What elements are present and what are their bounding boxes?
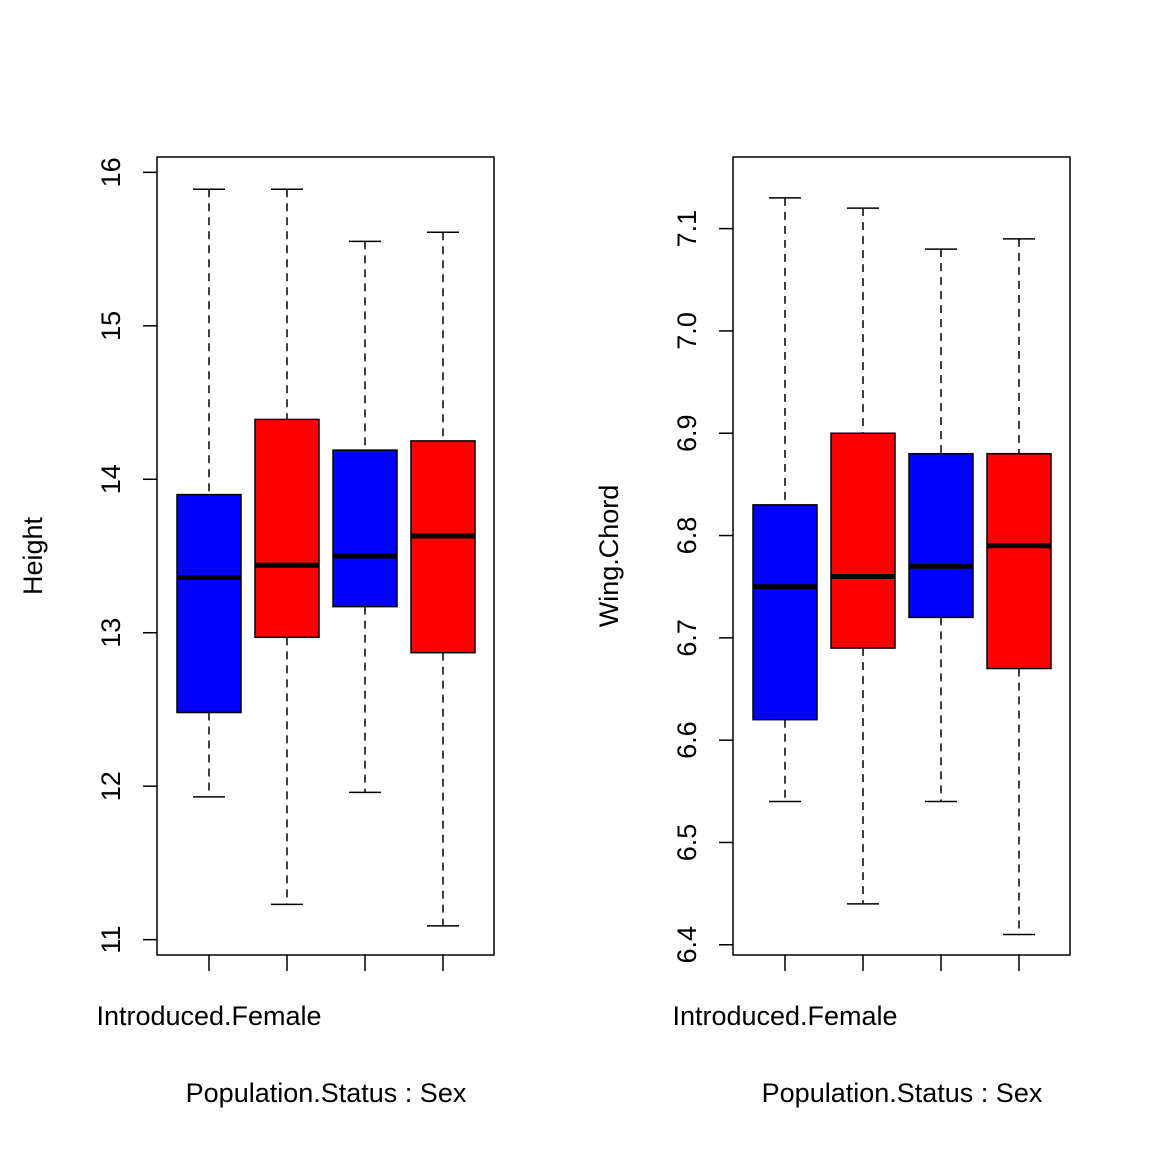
- y-tick-label: 7.0: [672, 312, 702, 350]
- box-1: [752, 197, 818, 803]
- y-tick-label: 12: [96, 771, 126, 801]
- box-4: [410, 231, 476, 927]
- y-axis-title: Height: [18, 516, 48, 595]
- x-category-label: Introduced.Female: [96, 1001, 321, 1031]
- y-tick-label: 13: [96, 618, 126, 648]
- box-3: [332, 240, 398, 794]
- box-iqr: [986, 452, 1052, 670]
- y-tick-label: 6.6: [672, 721, 702, 759]
- box-iqr: [410, 440, 476, 654]
- plot-frame: [732, 156, 1071, 956]
- chart-panel-2: 6.4 6.5 6.6 6.7 6.8 6.9 7.0 7.1 Wing.Chord Introd…: [594, 156, 1071, 1108]
- box-iqr: [830, 432, 896, 649]
- y-tick-label: 6.8: [672, 517, 702, 555]
- x-axis: Introduced.Female: [672, 955, 1020, 1031]
- y-tick-label: 6.9: [672, 414, 702, 452]
- y-tick-label: 6.5: [672, 824, 702, 862]
- y-tick-label: 11: [96, 926, 126, 954]
- chart-panel-1: 11 12 13 14 15 16 Height Introduced.Female Popul…: [18, 156, 495, 1108]
- x-axis: Introduced.Female: [96, 955, 444, 1031]
- y-tick-label: 14: [96, 464, 126, 494]
- y-tick-label: 15: [96, 311, 126, 341]
- y-tick-label: 16: [96, 157, 126, 187]
- box-3: [908, 248, 974, 803]
- plot-frame: [156, 156, 495, 956]
- x-axis-title: Population.Status : Sex: [762, 1078, 1043, 1108]
- box-1: [176, 188, 242, 798]
- box-iqr: [332, 449, 398, 608]
- y-axis: 6.4 6.5 6.6 6.7 6.8 6.9 7.0 7.1: [672, 210, 733, 964]
- y-axis: 11 12 13 14 15 16: [96, 157, 157, 954]
- box-iqr: [254, 418, 320, 639]
- y-axis-title: Wing.Chord: [594, 485, 624, 628]
- y-tick-label: 6.7: [672, 619, 702, 657]
- box-iqr: [176, 493, 242, 714]
- y-tick-label: 6.4: [672, 926, 702, 964]
- x-axis-title: Population.Status : Sex: [186, 1078, 467, 1108]
- box-2: [254, 188, 320, 906]
- panels: 11 12 13 14 15 16 Height Introduced.Female Popul…: [18, 156, 1071, 1108]
- box-4: [986, 238, 1052, 936]
- x-category-label: Introduced.Female: [672, 1001, 897, 1031]
- y-tick-label: 7.1: [672, 210, 702, 248]
- box-iqr: [752, 504, 818, 721]
- box-2: [830, 207, 896, 905]
- box-iqr: [908, 452, 974, 619]
